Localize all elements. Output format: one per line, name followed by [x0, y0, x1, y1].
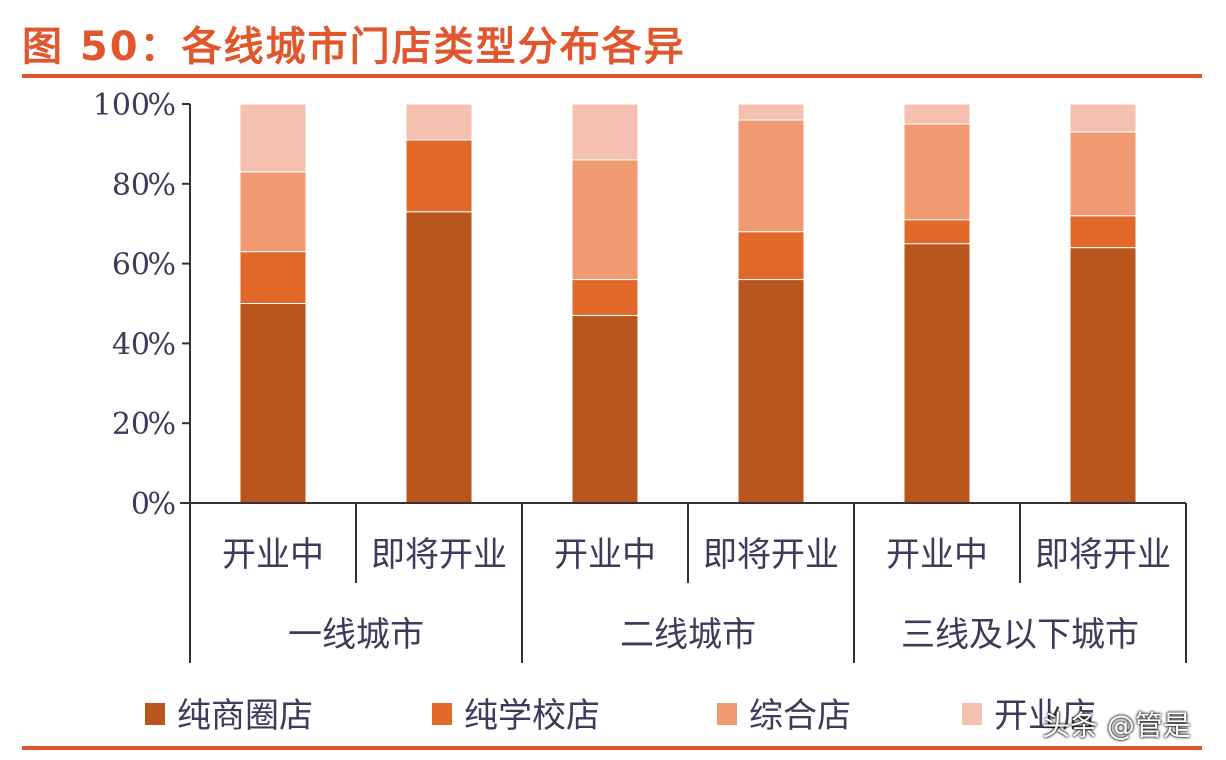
y-tick-label: 20 — [112, 407, 150, 442]
legend-swatch — [432, 703, 452, 725]
bar-segment — [239, 171, 307, 253]
bar-segment — [737, 103, 805, 121]
bar-segment — [903, 123, 971, 221]
bar-segment — [903, 243, 971, 504]
bar-segment — [737, 279, 805, 504]
bar-segment — [571, 314, 639, 504]
legend-swatch — [145, 703, 165, 725]
bar-segment — [1069, 215, 1137, 249]
y-tick-label: 0 — [131, 487, 150, 522]
watermark: 头条 @管是 — [1042, 709, 1191, 742]
bar-segment — [1069, 247, 1137, 504]
y-tick-label: 60 — [112, 248, 150, 283]
bar-segment — [405, 211, 473, 504]
group-label: 一线城市 — [288, 615, 424, 655]
category-label: 即将开业 — [1035, 535, 1171, 575]
legend-swatch — [717, 703, 737, 725]
bar-segment — [239, 103, 307, 173]
title-underline — [22, 74, 1202, 78]
y-tick-label-unit: % — [147, 487, 176, 522]
chart-title: 图 50：各线城市门店类型分布各异 — [22, 24, 686, 70]
y-tick-label-unit: % — [147, 248, 176, 283]
bar-segment — [571, 279, 639, 316]
bar-segment — [239, 303, 307, 504]
bar-segment — [571, 103, 639, 161]
y-tick-label-unit: % — [147, 327, 176, 362]
bar-segment — [1069, 103, 1137, 133]
y-tick-label: 100 — [93, 88, 150, 123]
bar-segment — [903, 103, 971, 125]
y-tick-label-unit: % — [147, 168, 176, 203]
group-label: 三线及以下城市 — [901, 615, 1139, 655]
group-label: 二线城市 — [620, 615, 756, 655]
category-label: 开业中 — [222, 535, 324, 575]
category-label: 即将开业 — [703, 535, 839, 575]
legend-label: 纯学校店 — [464, 696, 600, 736]
legend-label: 纯商圈店 — [177, 696, 313, 736]
y-tick-label: 40 — [112, 327, 150, 362]
category-label: 开业中 — [554, 535, 656, 575]
y-tick-label-unit: % — [147, 407, 176, 442]
bar-segment — [571, 159, 639, 281]
bar-segment — [1069, 131, 1137, 217]
bottom-rule — [22, 746, 1202, 750]
category-label: 即将开业 — [371, 535, 507, 575]
category-label: 开业中 — [886, 535, 988, 575]
legend-swatch — [962, 703, 982, 725]
bar-segment — [239, 251, 307, 305]
bar-segment — [405, 139, 473, 213]
legend-label: 综合店 — [749, 696, 851, 736]
bar-segment — [737, 231, 805, 281]
bar-segment — [405, 103, 473, 141]
y-axis: 0%20%40%60%80%100% — [93, 88, 191, 522]
y-tick-label-unit: % — [147, 88, 176, 123]
bar-segment — [903, 219, 971, 245]
y-tick-label: 80 — [112, 168, 150, 203]
bar-segment — [737, 119, 805, 233]
legend-label: 开业店 — [994, 696, 1096, 736]
legend: 纯商圈店 纯学校店 综合店 开业店 — [145, 696, 1096, 736]
bars — [239, 103, 1137, 504]
